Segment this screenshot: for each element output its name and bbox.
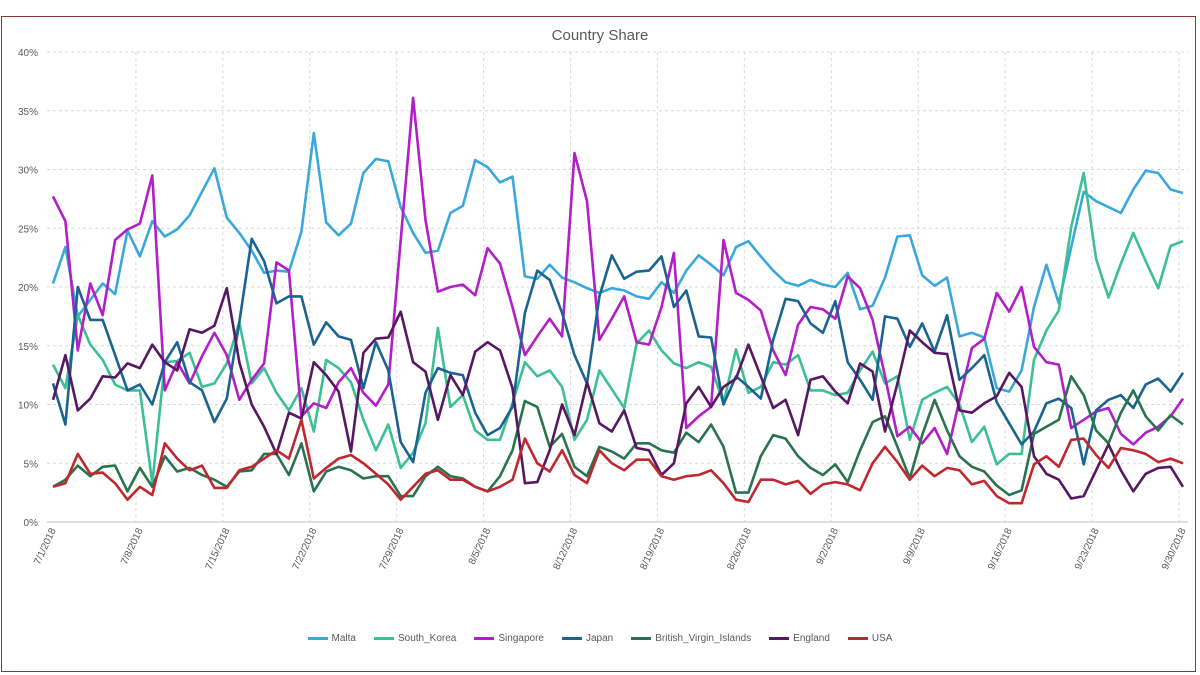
x-tick-label: 8/19/2018 bbox=[638, 526, 667, 571]
x-tick-label: 9/9/2018 bbox=[902, 526, 929, 566]
legend-item-usa: USA bbox=[847, 633, 893, 644]
legend-swatch bbox=[631, 637, 652, 640]
legend-label: British_Virgin_Islands bbox=[655, 633, 752, 644]
legend-label: South_Korea bbox=[397, 633, 457, 644]
x-tick-label: 8/5/2018 bbox=[467, 526, 494, 566]
legend-label: England bbox=[793, 633, 830, 644]
legend-item-japan: Japan bbox=[561, 633, 614, 644]
y-tick-label: 15% bbox=[18, 342, 38, 353]
series-line-japan bbox=[51, 237, 1185, 466]
legend-label: USA bbox=[871, 633, 893, 644]
legend-swatch bbox=[474, 637, 495, 640]
legend-label: Japan bbox=[585, 633, 614, 644]
legend-item-british-virgin-islands: British_Virgin_Islands bbox=[631, 633, 751, 644]
legend: Malta South_Korea Singapore Japan British_Vi… bbox=[0, 633, 1200, 644]
x-tick-label: 7/15/2018 bbox=[204, 526, 233, 571]
legend-swatch bbox=[307, 637, 328, 640]
legend-label: Malta bbox=[331, 633, 356, 644]
y-tick-label: 30% bbox=[18, 166, 38, 177]
x-tick-label: 9/2/2018 bbox=[815, 526, 842, 566]
series-line-british-virgin-islands bbox=[52, 374, 1184, 498]
legend-item-malta: Malta bbox=[307, 633, 356, 644]
legend-item-singapore: Singapore bbox=[474, 633, 544, 644]
y-tick-label: 25% bbox=[18, 224, 38, 235]
x-tick-label: 7/22/2018 bbox=[291, 526, 320, 571]
chart-title: Country Share bbox=[551, 27, 649, 44]
series-line-usa bbox=[52, 418, 1184, 505]
x-tick-label: 7/8/2018 bbox=[119, 526, 146, 566]
legend-swatch bbox=[847, 637, 868, 640]
y-tick-label: 5% bbox=[24, 459, 39, 470]
series-line-singapore bbox=[51, 96, 1185, 456]
chart-border bbox=[1, 16, 1196, 672]
series-line-england bbox=[51, 286, 1185, 500]
legend-item-south-korea: South_Korea bbox=[373, 633, 457, 644]
x-tick-label: 8/26/2018 bbox=[725, 526, 754, 571]
legend-swatch bbox=[561, 637, 582, 640]
y-tick-label: 10% bbox=[18, 401, 38, 412]
x-tick-label: 9/16/2018 bbox=[986, 526, 1015, 571]
legend-label: Singapore bbox=[498, 633, 544, 644]
x-tick-label: 9/30/2018 bbox=[1160, 526, 1189, 571]
series-line-malta bbox=[51, 131, 1184, 393]
legend-swatch bbox=[769, 637, 790, 640]
x-tick-label: 7/29/2018 bbox=[378, 526, 407, 571]
series-line-south-korea bbox=[51, 171, 1184, 485]
x-tick-label: 7/1/2018 bbox=[32, 526, 59, 566]
y-tick-label: 20% bbox=[18, 283, 38, 294]
x-tick-label: 9/23/2018 bbox=[1073, 526, 1102, 571]
x-tick-label: 8/12/2018 bbox=[551, 526, 580, 571]
y-tick-label: 40% bbox=[18, 48, 38, 59]
y-tick-label: 35% bbox=[18, 107, 38, 118]
legend-swatch bbox=[373, 637, 394, 640]
y-tick-label: 0% bbox=[24, 518, 39, 529]
legend-item-england: England bbox=[769, 633, 830, 644]
